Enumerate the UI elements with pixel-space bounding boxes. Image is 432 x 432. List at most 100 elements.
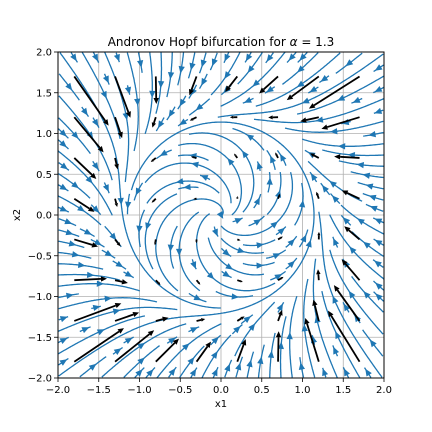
streamline-arrowhead <box>91 118 99 127</box>
y-tick-label: −2.0 <box>28 374 52 385</box>
streamline-arrowhead <box>320 75 329 82</box>
streamline-arrowhead <box>93 239 102 246</box>
quiver-arrowhead <box>121 279 128 285</box>
streamline-arrowhead <box>253 197 260 206</box>
streamline-arrowhead <box>71 251 80 258</box>
streamline-arrowhead <box>363 291 371 299</box>
chart-title: Andronov Hopf bifurcation for α = 1.3 <box>108 35 335 49</box>
streamline-arrowhead <box>193 294 202 301</box>
streamline-arrowhead <box>246 134 255 141</box>
quiver-shaft <box>316 194 320 200</box>
quiver-shaft <box>336 289 361 322</box>
streamline-arrowhead <box>301 324 308 332</box>
quiver-shaft <box>277 314 282 322</box>
streamline-arrowhead <box>227 158 235 166</box>
streamline-arrowhead <box>179 118 187 126</box>
streamline-arrowhead <box>59 183 68 191</box>
quiver-arrowhead <box>116 242 121 247</box>
x-axis-label: x1 <box>215 399 227 410</box>
streamline-arrowhead <box>96 329 105 336</box>
streamline-arrowhead <box>343 368 350 377</box>
streamline-arrowhead <box>211 336 219 345</box>
streamline-arrowhead <box>315 116 324 123</box>
streamline-arrowhead <box>352 96 361 103</box>
quiver-shaft <box>152 198 157 202</box>
streamline-arrowhead <box>335 331 342 340</box>
streamline-arrowhead <box>266 54 274 62</box>
streamline-arrowhead <box>270 155 277 164</box>
streamline-arrowhead <box>256 161 263 170</box>
streamline-arrowhead <box>179 98 187 107</box>
streamline-arrowhead <box>322 185 329 193</box>
quiver-shaft <box>190 76 198 91</box>
streamline-arrowhead <box>70 53 77 62</box>
quiver-arrowhead <box>103 119 109 126</box>
streamline-arrowhead <box>296 80 305 88</box>
streamline-arrowhead <box>65 229 74 236</box>
streamline-arrowhead <box>242 150 249 159</box>
streamline-arrowhead <box>356 161 365 169</box>
streamline-arrowhead <box>362 172 371 179</box>
streamline-arrowhead <box>243 316 251 323</box>
quiver-shaft <box>152 157 157 161</box>
streamline-arrowhead <box>190 327 198 334</box>
quiver-arrowhead <box>316 191 319 196</box>
streamline-arrowhead <box>270 221 278 229</box>
streamline-arrowhead <box>102 184 109 192</box>
quiver-arrowhead <box>172 338 179 345</box>
quiver-arrowhead <box>280 276 284 280</box>
quiver-arrowhead <box>189 117 194 121</box>
streamline-arrowhead <box>266 177 273 185</box>
streamline-arrowhead <box>83 228 92 235</box>
streamline-arrowhead <box>300 234 307 243</box>
streamline-arrowhead <box>117 197 124 206</box>
streamline-arrowhead <box>245 53 253 62</box>
streamline-arrowhead <box>287 238 295 247</box>
streamline-arrowhead <box>149 90 156 99</box>
streamline-arrowhead <box>124 337 133 345</box>
quiver-shaft <box>277 277 282 281</box>
quiver-shaft <box>154 239 157 243</box>
streamline <box>155 198 224 292</box>
streamline-arrowhead <box>342 217 351 225</box>
streamline-arrowhead <box>175 248 183 256</box>
quiver-shaft <box>73 157 93 176</box>
quiver-arrowhead <box>151 200 155 203</box>
streamline-arrowhead <box>201 77 208 86</box>
streamline-arrowhead <box>374 107 383 114</box>
streamline-arrowhead <box>168 368 176 376</box>
streamline-arrowhead <box>287 260 295 269</box>
quiver-shaft <box>153 116 157 124</box>
quiver-arrowhead <box>239 280 243 283</box>
x-tick-label: 1.5 <box>335 385 351 396</box>
quiver-arrowhead <box>241 339 247 346</box>
x-tick-label: 0.5 <box>254 385 270 396</box>
quiver-shaft <box>114 238 119 244</box>
quiver-arrowhead <box>321 124 328 130</box>
streamlines <box>58 52 384 378</box>
quiver-arrowhead <box>91 242 99 248</box>
streamline-arrowhead <box>104 249 113 257</box>
streamline-arrowhead <box>71 181 79 189</box>
quiver-shaft <box>262 75 279 91</box>
streamline-arrowhead <box>158 80 165 89</box>
y-axis-label: x2 <box>12 209 23 221</box>
quiver-arrowhead <box>132 311 140 318</box>
quiver-shaft <box>74 238 93 246</box>
quiver-arrowhead <box>334 154 341 160</box>
quiver-arrowhead <box>195 241 198 244</box>
streamline-arrowhead <box>329 180 337 188</box>
y-tick-label: 1.0 <box>36 129 52 140</box>
streamline-arrowhead <box>374 86 383 93</box>
streamline-arrowhead <box>222 248 230 256</box>
streamline-arrowhead <box>200 175 209 181</box>
streamline-arrowhead <box>330 128 338 135</box>
quiver-arrowhead <box>328 310 334 318</box>
streamline-arrowhead <box>274 274 283 281</box>
streamline-arrowhead <box>348 290 356 299</box>
streamline-arrowhead <box>253 219 262 226</box>
streamline-arrowhead <box>71 131 79 139</box>
streamline-arrowhead <box>168 337 176 345</box>
streamline-arrowhead <box>374 260 382 268</box>
